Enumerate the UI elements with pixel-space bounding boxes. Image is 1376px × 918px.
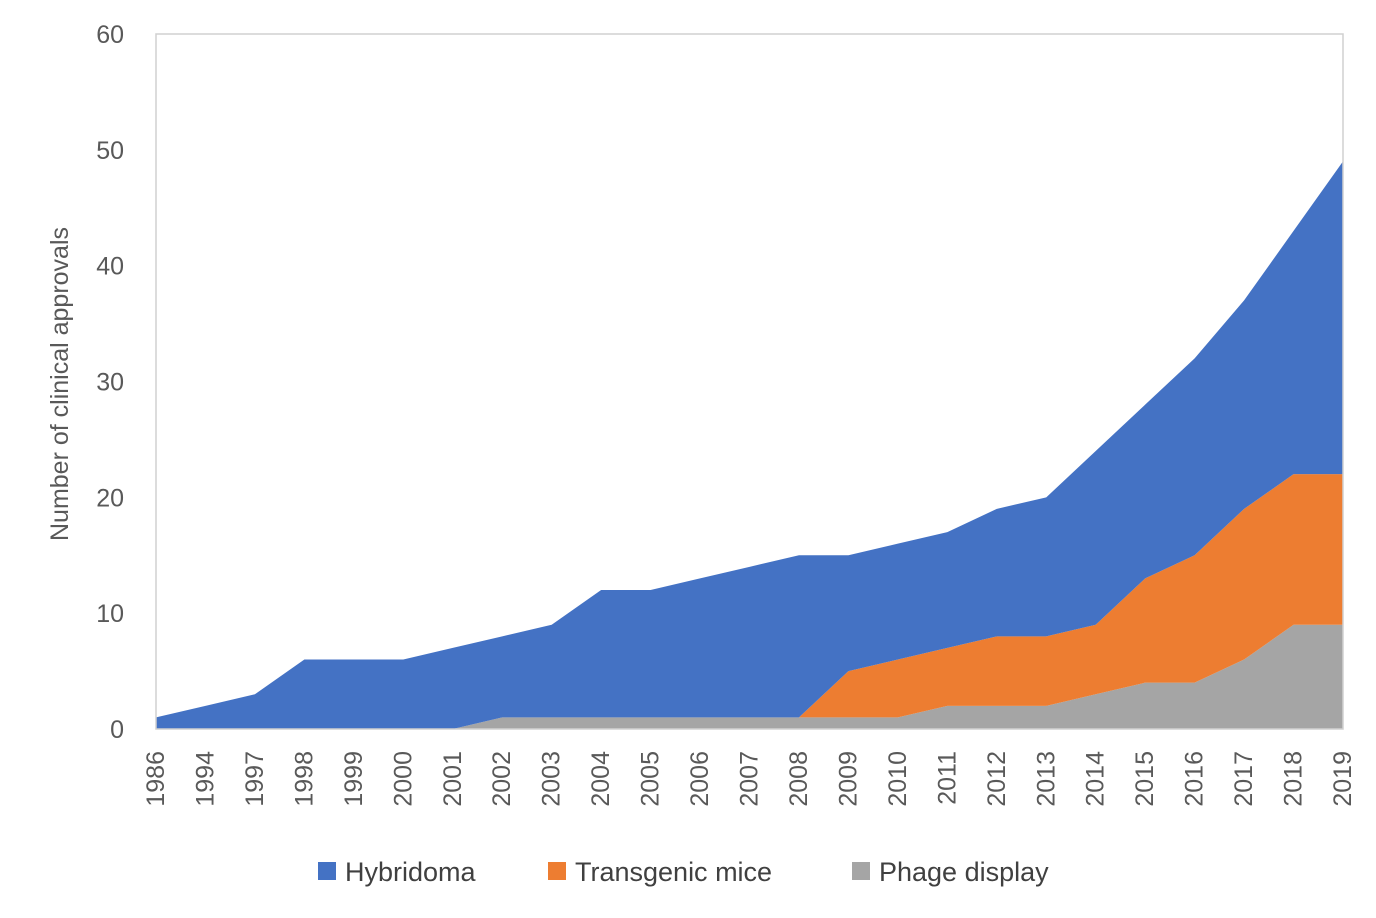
y-tick-label: 10 (96, 600, 124, 628)
x-tick-label: 2010 (884, 751, 912, 807)
x-tick-label: 1997 (241, 751, 269, 807)
x-tick-label: 2005 (637, 751, 665, 807)
y-axis: 0 10 20 30 40 50 60 (96, 21, 124, 744)
x-tick-label: 2007 (736, 751, 764, 807)
area-transgenic-mice (156, 474, 1343, 729)
x-axis: 1986 1994 1997 1998 1999 2000 2001 2002 2003 2004… (142, 751, 1357, 807)
x-tick-label: 2014 (1082, 751, 1110, 807)
legend-swatch (548, 862, 566, 880)
legend: Hybridoma Transgenic mice Phage display (318, 857, 1049, 887)
y-tick-label: 40 (96, 253, 124, 281)
y-tick-label: 30 (96, 369, 124, 397)
area-hybridoma (156, 161, 1343, 729)
x-tick-label: 2012 (983, 751, 1011, 807)
x-tick-label: 2013 (1032, 751, 1060, 807)
legend-label: Transgenic mice (575, 857, 772, 887)
x-tick-label: 1986 (142, 751, 170, 807)
x-tick-label: 2001 (439, 751, 467, 807)
x-tick-label: 2004 (587, 751, 615, 807)
legend-swatch (318, 862, 336, 880)
x-tick-label: 2002 (488, 751, 516, 807)
x-tick-label: 2018 (1280, 751, 1308, 807)
x-tick-label: 1994 (191, 751, 219, 807)
plot-frame (155, 33, 1344, 730)
y-tick-label: 0 (110, 716, 124, 744)
x-tick-label: 2011 (933, 751, 961, 805)
x-tick-label: 1998 (290, 751, 318, 807)
chart-areas (156, 161, 1343, 729)
area-phage-display (156, 624, 1343, 729)
x-tick-label: 2003 (538, 751, 566, 807)
x-tick-label: 2008 (785, 751, 813, 807)
legend-label: Hybridoma (345, 857, 477, 887)
legend-swatch (852, 862, 870, 880)
x-tick-label: 2009 (834, 751, 862, 807)
y-axis-title: Number of clinical approvals (46, 227, 74, 541)
y-tick-label: 50 (96, 137, 124, 165)
x-tick-label: 2017 (1230, 751, 1258, 807)
y-tick-label: 60 (96, 21, 124, 49)
x-tick-label: 2019 (1329, 751, 1357, 807)
legend-label: Phage display (879, 857, 1049, 887)
x-tick-label: 2000 (389, 751, 417, 807)
x-tick-label: 1999 (340, 751, 368, 807)
y-tick-label: 20 (96, 484, 124, 512)
x-tick-label: 2015 (1131, 751, 1159, 807)
x-tick-label: 2006 (686, 751, 714, 807)
x-tick-label: 2016 (1181, 751, 1209, 807)
